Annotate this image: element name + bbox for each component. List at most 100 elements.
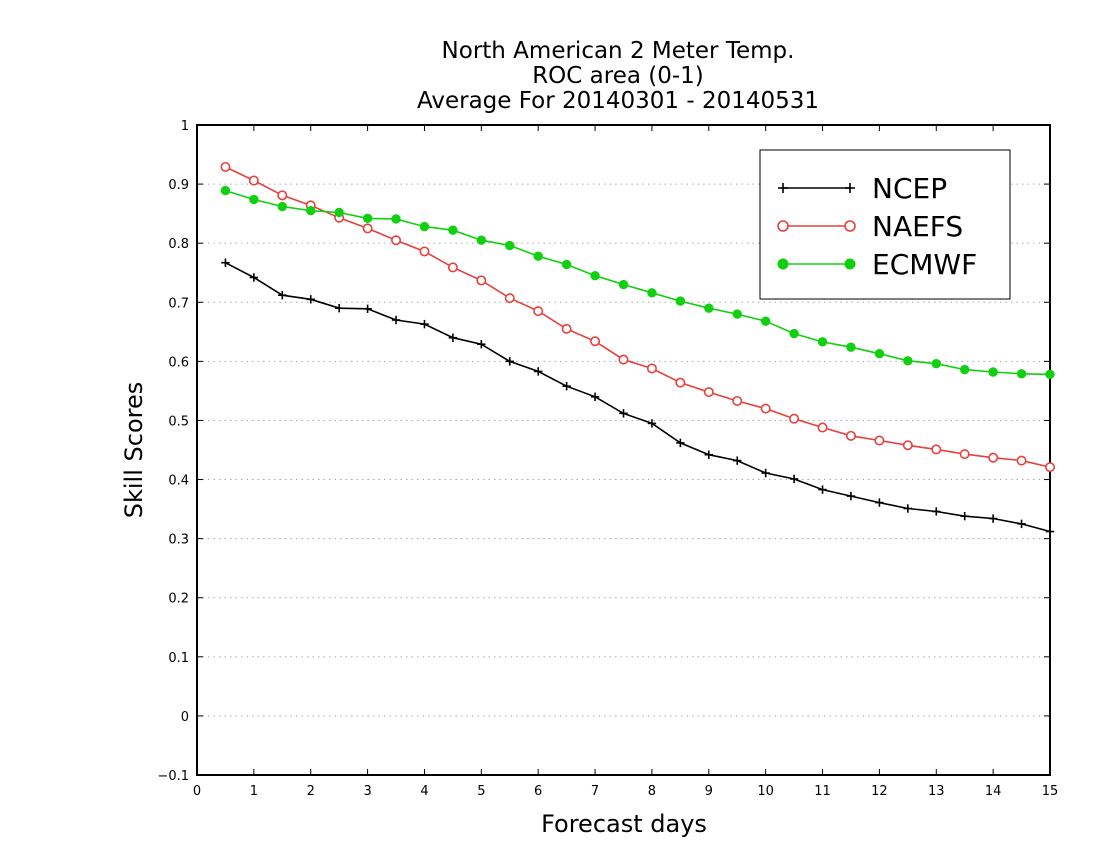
data-point-ncep: [846, 491, 856, 501]
data-point-ecmwf: [476, 235, 487, 245]
data-point-ecmwf: [590, 270, 600, 281]
data-point-naefs: [220, 161, 231, 172]
data-point-naefs: [248, 175, 259, 186]
legend-item-ncep: NCEP: [778, 172, 947, 205]
data-point-ncep: [818, 485, 827, 494]
legend-item-naefs: NAEFS: [777, 210, 963, 243]
x-tick-label: 1: [250, 784, 258, 799]
data-point-ncep: [733, 456, 742, 465]
data-point-naefs: [618, 354, 629, 365]
data-point-naefs: [845, 430, 856, 441]
data-point-ncep: [278, 290, 287, 300]
legend: NCEP NAEFS ECMWF: [759, 149, 1011, 300]
data-point-ecmwf: [760, 316, 771, 326]
x-tick-label: 5: [477, 784, 485, 799]
data-point-ecmwf: [249, 194, 259, 205]
data-point-naefs: [1016, 455, 1027, 466]
data-point-naefs: [391, 235, 402, 246]
data-point-ecmwf: [448, 225, 458, 235]
data-point-ncep: [988, 514, 998, 523]
x-tick-label: 4: [420, 784, 428, 799]
data-point-ecmwf: [334, 207, 344, 218]
title-line-2: ROC area (0-1): [532, 63, 704, 89]
x-tick-label: 7: [591, 784, 599, 799]
data-point-ncep: [562, 381, 571, 391]
data-point-ncep: [789, 474, 799, 484]
series-layer: [220, 161, 1056, 536]
x-tick-label: 9: [705, 784, 713, 799]
x-tick-label: 14: [985, 784, 1002, 799]
x-tick-label: 3: [363, 784, 371, 799]
legend-marker: [844, 220, 856, 232]
data-point-ncep: [619, 409, 628, 418]
x-tick-label: 11: [814, 784, 831, 799]
data-point-naefs: [959, 449, 970, 460]
legend-marker: [844, 258, 856, 270]
y-tick-label: 0.4: [168, 474, 189, 489]
x-tick-label: 15: [1042, 784, 1059, 799]
data-point-ecmwf: [988, 367, 998, 377]
legend-label: NCEP: [872, 172, 947, 205]
data-point-ncep: [306, 295, 315, 304]
data-point-ncep: [647, 419, 657, 428]
data-point-ecmwf: [732, 309, 742, 319]
data-point-naefs: [590, 336, 601, 347]
data-point-ncep: [960, 511, 969, 521]
data-point-ncep: [391, 315, 401, 325]
data-point-naefs: [703, 387, 714, 398]
data-point-ncep: [761, 468, 770, 478]
data-point-ncep: [221, 258, 230, 267]
data-point-naefs: [902, 440, 913, 451]
y-axis-label: Skill Scores: [120, 382, 148, 519]
x-axis-label: Forecast days: [541, 810, 707, 838]
series-ncep: [221, 258, 1055, 536]
legend-marker: [777, 258, 789, 270]
legend-item-ecmwf: ECMWF: [777, 248, 977, 281]
data-point-ncep: [363, 304, 372, 313]
data-point-ecmwf: [306, 205, 316, 216]
data-point-ecmwf: [618, 279, 629, 290]
x-tick-label: 0: [193, 784, 201, 799]
data-point-naefs: [732, 395, 743, 406]
data-point-naefs: [817, 422, 828, 433]
data-point-naefs: [447, 262, 458, 273]
data-point-ecmwf: [362, 213, 373, 224]
data-point-ncep: [1045, 527, 1055, 536]
data-point-ncep: [249, 273, 259, 282]
y-tick-label: 0.1: [168, 651, 189, 666]
data-point-ncep: [334, 303, 344, 313]
data-point-ecmwf: [419, 221, 430, 232]
x-tick-label: 2: [307, 784, 315, 799]
chart-title: North American 2 Meter Temp. ROC area (0…: [417, 38, 819, 114]
data-point-ecmwf: [391, 214, 401, 224]
y-axis-ticks: −0.1 0 0.1 0.2 0.3 0.4 0.5 0.6 0.7 0.8 0.9 1: [157, 119, 1050, 784]
data-point-naefs: [675, 377, 686, 388]
y-tick-label: 0.6: [168, 355, 189, 370]
y-tick-label: 1: [181, 119, 189, 134]
series-line-ecmwf: [225, 189, 1051, 376]
legend-marker: [777, 220, 789, 232]
data-point-naefs: [277, 190, 288, 201]
title-line-3: Average For 20140301 - 20140531: [417, 88, 819, 114]
data-point-ecmwf: [220, 185, 231, 196]
data-point-naefs: [988, 452, 999, 463]
data-point-naefs: [362, 223, 373, 234]
data-point-ncep: [505, 357, 514, 366]
data-point-naefs: [1045, 462, 1056, 473]
data-point-ecmwf: [647, 288, 657, 298]
data-point-ecmwf: [505, 240, 515, 251]
legend-label: NAEFS: [872, 210, 963, 243]
data-point-ecmwf: [846, 342, 856, 352]
data-point-ncep: [903, 504, 913, 513]
x-tick-label: 13: [928, 784, 945, 799]
data-point-ncep: [875, 498, 884, 507]
data-point-naefs: [760, 403, 771, 414]
data-point-ecmwf: [675, 296, 686, 306]
data-point-ecmwf: [874, 348, 885, 359]
data-point-naefs: [789, 413, 800, 424]
data-point-ecmwf: [277, 201, 287, 212]
data-point-ncep: [534, 367, 543, 376]
data-point-ecmwf: [789, 328, 799, 339]
data-point-ncep: [932, 507, 941, 516]
